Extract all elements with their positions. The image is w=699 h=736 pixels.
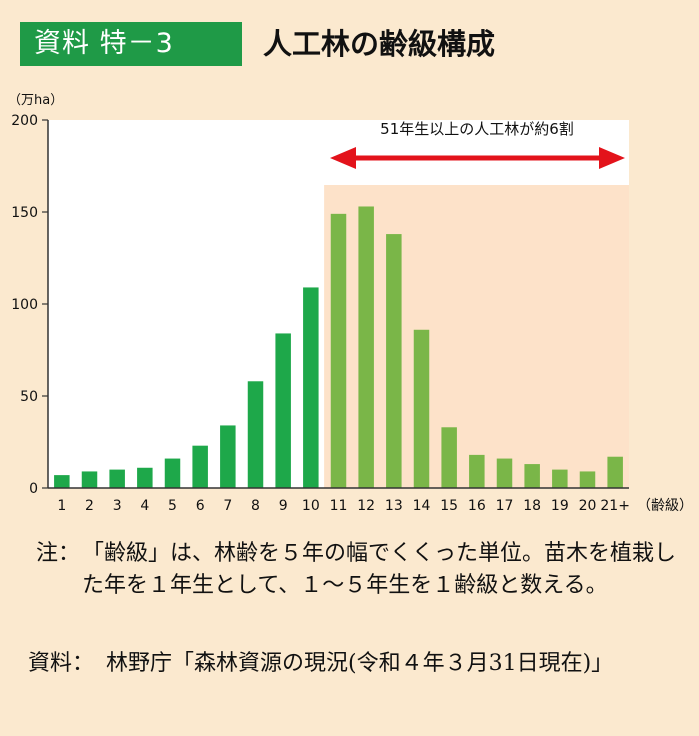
x-tick-label: 1: [57, 498, 66, 514]
y-axis-unit-label: （万ha）: [8, 93, 63, 108]
x-tick-label: 5: [168, 498, 177, 514]
annotation-text: 51年生以上の人工林が約6割: [380, 120, 574, 138]
y-tick-label: 100: [11, 297, 38, 313]
bar-9: [275, 333, 291, 488]
x-tick-label: 7: [223, 498, 232, 514]
x-tick-label: 12: [357, 498, 375, 514]
x-tick-label: 9: [279, 498, 288, 514]
bar-4: [137, 467, 153, 488]
x-tick-label: 8: [251, 498, 260, 514]
x-tick-label: 18: [523, 498, 541, 514]
bar-20: [579, 471, 596, 488]
bar-8: [247, 381, 264, 488]
bar-6: [192, 445, 208, 488]
bar-21+: [607, 456, 623, 488]
figure-badge: 資料 特－3: [20, 22, 242, 66]
bar-2: [81, 471, 98, 488]
bar-1: [54, 475, 70, 488]
bar-11: [330, 213, 347, 488]
range-arrow: [330, 147, 625, 169]
x-tick-label: 3: [113, 498, 122, 514]
x-tick-label: 13: [385, 498, 403, 514]
bar-17: [496, 458, 513, 488]
bar-5: [164, 458, 181, 488]
x-tick-label: 6: [196, 498, 205, 514]
source-label: 資料：: [28, 651, 95, 676]
source-text: 林野庁「森林資源の現況(令和４年３月31日現在)」: [106, 651, 614, 676]
bar-7: [220, 425, 236, 488]
y-tick-label: 50: [20, 389, 38, 405]
x-tick-label: 11: [330, 498, 348, 514]
x-tick-label: 21+: [600, 498, 630, 514]
x-tick-label: 2: [85, 498, 94, 514]
y-tick-label: 200: [11, 113, 38, 129]
bar-12: [358, 206, 374, 488]
x-axis-unit-label: （齢級）: [637, 498, 693, 514]
note-label: 注：: [36, 541, 81, 566]
x-tick-label: 4: [140, 498, 149, 514]
bar-13: [386, 234, 402, 488]
x-tick-label: 10: [302, 498, 320, 514]
bar-16: [469, 454, 485, 488]
bar-18: [524, 464, 540, 488]
bar-14: [413, 329, 430, 488]
x-tick-label: 16: [468, 498, 486, 514]
x-tick-label: 15: [440, 498, 458, 514]
bar-19: [552, 469, 568, 488]
x-tick-label: 19: [551, 498, 569, 514]
bar-10: [303, 287, 319, 488]
x-tick-label: 17: [496, 498, 514, 514]
bar-3: [109, 469, 125, 488]
y-tick-label: 150: [11, 205, 38, 221]
y-tick-label: 0: [29, 481, 38, 497]
x-tick-label: 14: [413, 498, 431, 514]
figure-title: 人工林の齢級構成: [263, 27, 496, 61]
x-tick-label: 20: [579, 498, 597, 514]
bar-15: [441, 427, 457, 488]
highlight-region: [324, 185, 629, 488]
note-text: 「齢級」は、林齢を５年の幅でくくった単位。苗木を植栽した年を１年生として、１～５…: [82, 541, 677, 598]
